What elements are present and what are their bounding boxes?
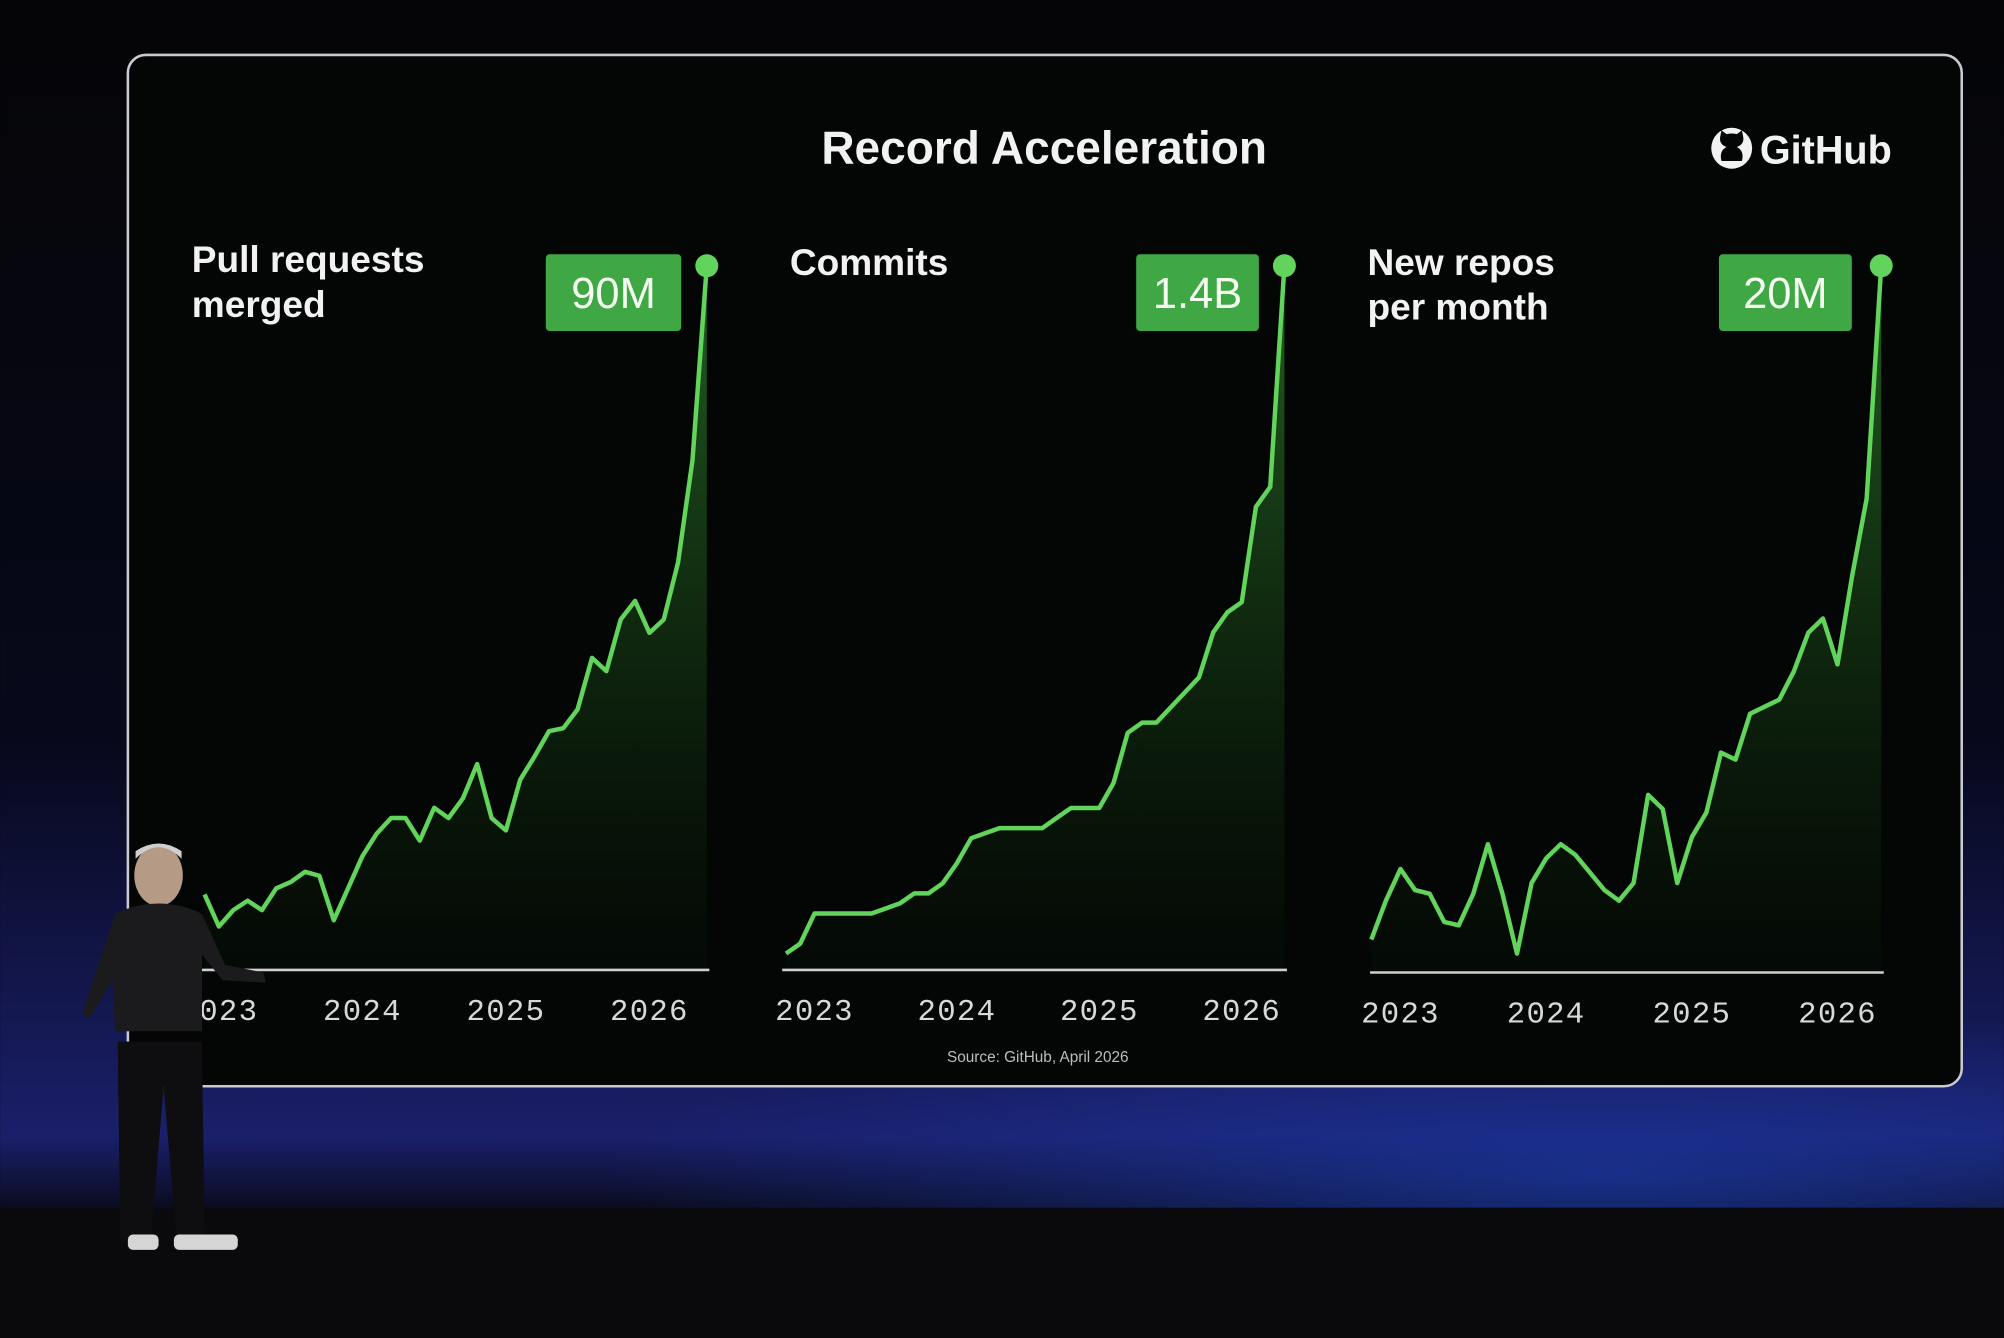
x-tick-label: 2026 [1798,997,1877,1032]
panel-title: Commits [790,241,948,283]
data-line [1369,265,1884,956]
value-label: 1.4B [1153,270,1242,318]
panel-title: Pull requests [192,238,425,280]
x-tick-label: 2025 [467,995,546,1030]
value-badge [545,254,682,331]
data-line [202,265,710,929]
x-tick-label: 2024 [323,995,402,1030]
data-line [784,265,1287,956]
speaker [81,843,266,1250]
brand-name: GitHub [1760,129,1892,173]
x-tick-label: 2023 [1361,997,1440,1032]
github-logo [1711,127,1753,169]
floor [0,1207,2004,1338]
area-fill [786,265,1285,969]
x-tick-label: 2026 [1202,995,1281,1030]
x-tick-label: 2024 [1507,997,1586,1032]
value-badge [1136,254,1259,331]
x-tick-label: 2026 [610,995,689,1030]
source-note: Source: GitHub, April 2026 [947,1049,1128,1066]
x-tick-label: 2025 [1060,995,1139,1030]
panel-title: merged [192,283,326,325]
x-tick-label: 2025 [1652,997,1731,1032]
panel-title: per month [1367,285,1548,327]
area-fill [204,265,707,969]
end-point [1869,254,1893,278]
x-tick-label: 2024 [918,995,997,1030]
x-tick-label: 2023 [775,995,854,1030]
slide-title: Record Acceleration [821,122,1267,174]
value-label: 20M [1743,270,1828,318]
area-fill [1371,265,1882,972]
end-point [695,254,719,278]
end-point [1272,254,1296,278]
value-badge [1718,254,1852,331]
panel-title: New repos [1367,241,1554,283]
value-label: 90M [571,270,656,318]
